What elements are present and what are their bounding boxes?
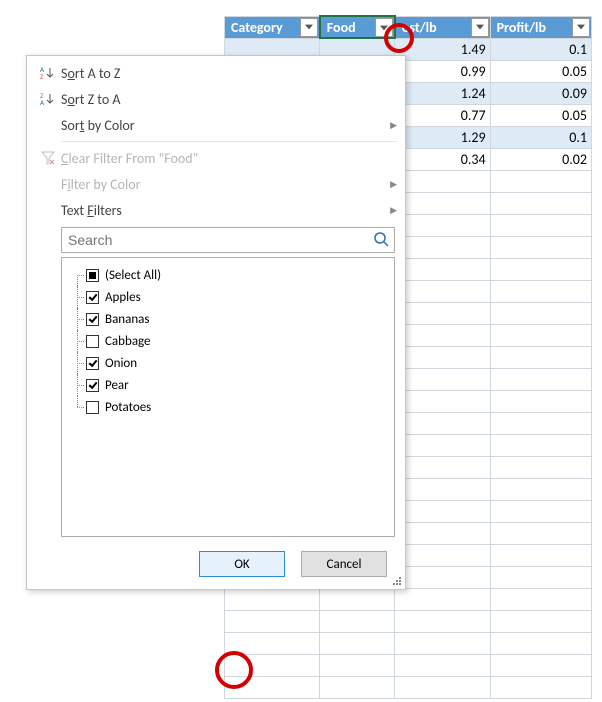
menu-label: Text Filters (61, 202, 390, 219)
filter-item-label: Pear (105, 378, 129, 393)
submenu-arrow-icon: ▶ (390, 179, 397, 190)
filter-item-label: (Select All) (105, 268, 161, 283)
filter-item[interactable]: Pear (68, 374, 388, 396)
dropdown-icon[interactable] (300, 18, 318, 37)
filter-item[interactable]: Potatoes (68, 396, 388, 418)
cell-cost[interactable]: 0.99 (395, 60, 490, 82)
header-profit[interactable]: Profit/lb (490, 16, 591, 38)
filter-item-label: Onion (105, 356, 137, 371)
filter-item[interactable]: (Select All) (68, 264, 388, 286)
filter-item[interactable]: Bananas (68, 308, 388, 330)
dropdown-icon[interactable] (471, 18, 489, 37)
sort-a-to-z[interactable]: AZ Sort A to Z (27, 60, 405, 86)
clear-filter: Clear Filter From "Food" (27, 145, 405, 171)
checkbox[interactable] (86, 357, 99, 370)
filter-item-label: Apples (105, 290, 141, 305)
filter-item[interactable]: Onion (68, 352, 388, 374)
cell-profit[interactable]: 0.1 (490, 38, 591, 60)
search-icon[interactable] (373, 231, 391, 249)
filter-menu: AZ Sort A to Z ZA Sort Z to A Sort by Co… (26, 55, 406, 590)
submenu-arrow-icon: ▶ (390, 120, 397, 131)
header-category[interactable]: Category (225, 16, 320, 38)
sort-by-color[interactable]: Sort by Color ▶ (27, 112, 405, 138)
filter-item[interactable]: Apples (68, 286, 388, 308)
filter-item-label: Cabbage (105, 334, 151, 349)
menu-label: Sort Z to A (61, 91, 397, 108)
menu-label: Sort by Color (61, 117, 390, 134)
sort-z-to-a[interactable]: ZA Sort Z to A (27, 86, 405, 112)
dropdown-icon[interactable] (572, 18, 590, 37)
menu-label: Clear Filter From "Food" (61, 150, 397, 167)
checkbox[interactable] (86, 269, 99, 282)
checkbox[interactable] (86, 313, 99, 326)
sort-za-icon: ZA (35, 91, 61, 107)
cell-profit[interactable]: 0.1 (490, 126, 591, 148)
cell-cost[interactable]: 0.77 (395, 104, 490, 126)
cell-profit[interactable]: 0.05 (490, 60, 591, 82)
cell-cost[interactable]: 0.34 (395, 148, 490, 170)
checkbox[interactable] (86, 335, 99, 348)
cell-cost[interactable]: 1.29 (395, 126, 490, 148)
resize-grip-icon[interactable] (393, 577, 401, 585)
cell-cost[interactable]: 1.24 (395, 82, 490, 104)
cell-profit[interactable]: 0.09 (490, 82, 591, 104)
ok-button[interactable]: OK (199, 551, 285, 577)
cell-profit[interactable]: 0.02 (490, 148, 591, 170)
filter-by-color: Filter by Color ▶ (27, 171, 405, 197)
sort-az-icon: AZ (35, 65, 61, 81)
svg-text:A: A (40, 98, 45, 107)
menu-label: Sort A to Z (61, 65, 397, 82)
cell-cost[interactable]: 1.49 (395, 38, 490, 60)
cancel-button[interactable]: Cancel (301, 551, 387, 577)
cell-profit[interactable]: 0.05 (490, 104, 591, 126)
filter-item-label: Bananas (105, 312, 150, 327)
search-input[interactable] (61, 227, 395, 253)
checkbox[interactable] (86, 401, 99, 414)
header-food[interactable]: Food (320, 16, 395, 38)
submenu-arrow-icon: ▶ (390, 205, 397, 216)
menu-label: Filter by Color (61, 176, 390, 193)
filter-item-label: Potatoes (105, 400, 151, 415)
header-cost[interactable]: ost/lb (395, 16, 490, 38)
checkbox[interactable] (86, 291, 99, 304)
dropdown-icon[interactable] (375, 18, 393, 37)
text-filters[interactable]: Text Filters ▶ (27, 197, 405, 223)
checkbox[interactable] (86, 379, 99, 392)
clear-filter-icon (35, 151, 61, 165)
filter-checklist[interactable]: (Select All) Apples Bananas Cabbage Onion Pea… (61, 257, 395, 537)
filter-item[interactable]: Cabbage (68, 330, 388, 352)
